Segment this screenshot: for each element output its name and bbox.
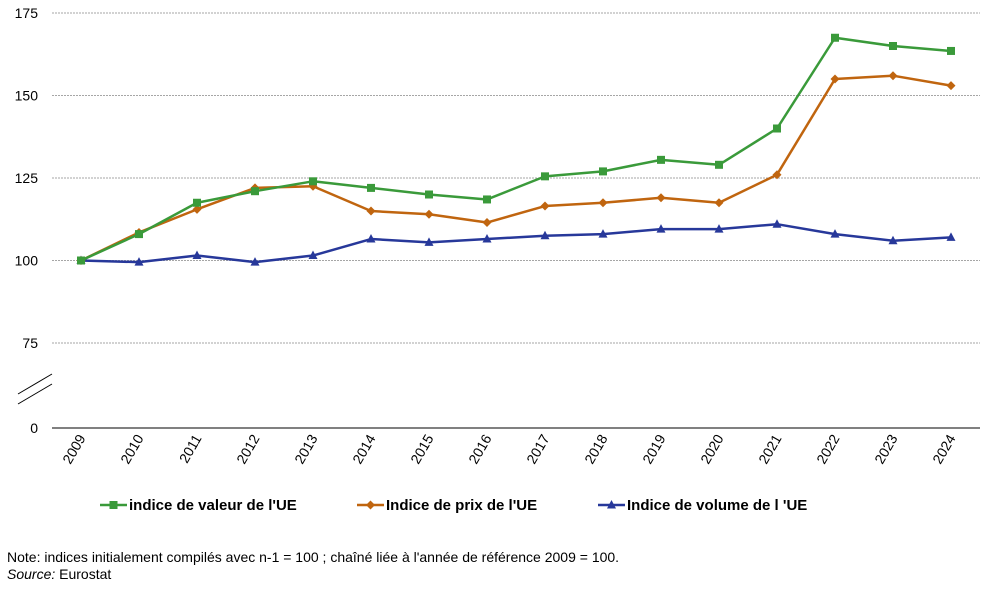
data-point bbox=[309, 177, 317, 186]
footer-source-value: Eurostat bbox=[55, 566, 112, 582]
data-point bbox=[888, 71, 898, 81]
x-tick-label: 2012 bbox=[233, 431, 263, 466]
data-point bbox=[77, 256, 85, 265]
x-tick-label: 2011 bbox=[176, 431, 205, 465]
y-tick-label: 125 bbox=[15, 170, 39, 186]
data-point bbox=[192, 250, 202, 260]
data-point bbox=[192, 204, 202, 214]
x-tick-label: 2017 bbox=[523, 431, 553, 466]
data-point bbox=[425, 190, 433, 199]
data-point bbox=[773, 124, 781, 133]
x-tick-label: 2021 bbox=[755, 431, 785, 466]
legend-label: Indice de volume de l 'UE bbox=[627, 497, 807, 514]
series-group bbox=[76, 33, 956, 266]
x-tick-label: 2013 bbox=[291, 431, 321, 466]
legend-label: Indice de prix de l'UE bbox=[386, 497, 537, 514]
series-1 bbox=[76, 71, 956, 265]
data-point bbox=[250, 257, 260, 266]
data-point bbox=[424, 237, 434, 246]
data-point bbox=[657, 155, 665, 164]
data-point bbox=[607, 500, 616, 509]
data-point bbox=[251, 187, 259, 196]
data-point bbox=[772, 219, 782, 228]
data-point bbox=[888, 235, 898, 245]
data-point bbox=[714, 198, 724, 208]
data-point bbox=[946, 232, 956, 241]
series-2 bbox=[76, 219, 956, 266]
data-point bbox=[482, 218, 492, 228]
data-point bbox=[483, 195, 491, 204]
legend: indice de valeur de l'UE Indice de prix d… bbox=[100, 497, 807, 514]
data-point bbox=[308, 250, 318, 260]
data-point bbox=[772, 170, 782, 180]
legend-label: indice de valeur de l'UE bbox=[129, 497, 297, 514]
data-point bbox=[946, 81, 956, 91]
data-point bbox=[831, 33, 839, 42]
data-point bbox=[424, 209, 434, 219]
series-line bbox=[80, 74, 952, 262]
x-tick-label: 2015 bbox=[407, 431, 437, 466]
data-point bbox=[598, 229, 608, 238]
gridlines bbox=[52, 12, 980, 344]
data-point bbox=[134, 257, 144, 266]
data-point bbox=[366, 500, 375, 510]
data-point bbox=[109, 501, 118, 509]
x-tick-label: 2022 bbox=[813, 431, 843, 466]
data-point bbox=[656, 193, 666, 203]
data-point bbox=[656, 224, 666, 233]
data-point bbox=[714, 224, 724, 233]
data-point bbox=[482, 234, 492, 243]
data-point bbox=[366, 234, 376, 243]
x-tick-label: 2024 bbox=[929, 431, 959, 466]
data-point bbox=[598, 198, 608, 208]
footer-note: Note: indices initialement compilés avec… bbox=[7, 549, 620, 565]
data-point bbox=[193, 198, 201, 207]
legend-item: Indice de prix de l'UE bbox=[357, 497, 537, 514]
chart-footer: Note: indices initialement compilés avec… bbox=[7, 549, 619, 583]
x-tick-label: 2020 bbox=[697, 431, 727, 466]
axis-break-mark bbox=[17, 373, 53, 395]
y-tick-label: 150 bbox=[15, 88, 39, 104]
x-tick-label: 2010 bbox=[117, 431, 147, 466]
x-tick-label: 2014 bbox=[349, 431, 379, 466]
y-tick-label: 100 bbox=[15, 253, 39, 269]
series-line bbox=[80, 222, 952, 264]
x-tick-label: 2019 bbox=[639, 431, 669, 466]
x-tick-label: 2023 bbox=[871, 431, 901, 466]
x-tick-label: 2018 bbox=[581, 431, 611, 466]
data-point bbox=[599, 167, 607, 176]
x-tick-label: 2009 bbox=[59, 431, 89, 466]
data-point bbox=[715, 160, 723, 169]
data-point bbox=[830, 74, 840, 84]
data-point bbox=[830, 229, 840, 238]
footer-source-label: Source: bbox=[7, 566, 56, 582]
series-line bbox=[80, 36, 952, 262]
legend-item: Indice de volume de l 'UE bbox=[598, 497, 807, 514]
data-point bbox=[135, 230, 143, 239]
footer-source: Source: Eurostat bbox=[7, 566, 619, 583]
data-point bbox=[366, 206, 376, 216]
x-tick-label: 2016 bbox=[465, 431, 495, 466]
data-point bbox=[947, 46, 955, 55]
data-point bbox=[541, 172, 549, 181]
data-point bbox=[540, 230, 550, 240]
legend-item: indice de valeur de l'UE bbox=[100, 497, 297, 514]
data-point bbox=[367, 183, 375, 192]
series-0 bbox=[77, 33, 955, 265]
data-point bbox=[889, 42, 897, 50]
y-tick-label: 75 bbox=[22, 335, 38, 351]
axis-break-mark bbox=[17, 383, 53, 405]
y-tick-label: 175 bbox=[15, 5, 39, 21]
y-tick-label: 0 bbox=[30, 420, 38, 436]
data-point bbox=[540, 201, 550, 211]
